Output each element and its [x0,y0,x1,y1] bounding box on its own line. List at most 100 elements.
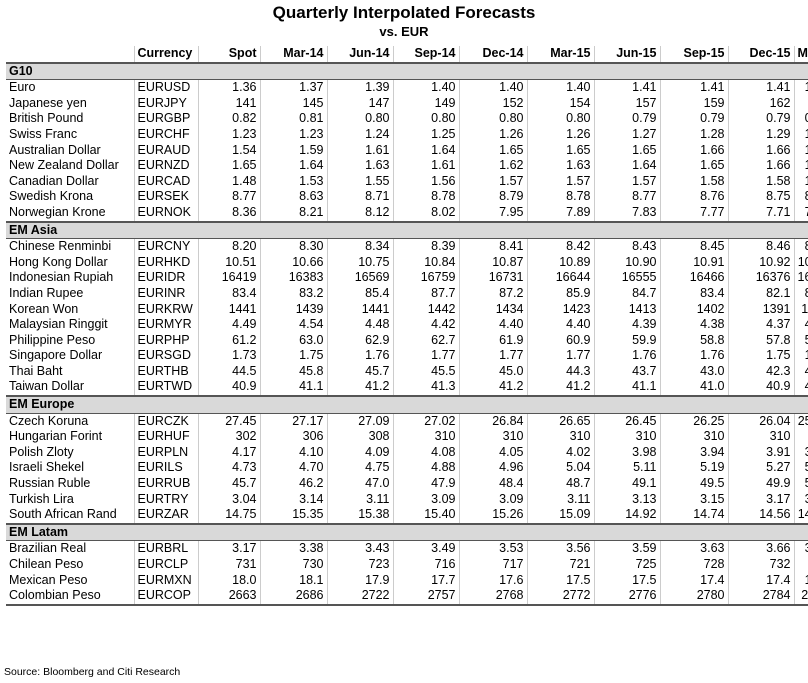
rate-cell: 721 [526,557,594,573]
data-row: Polish Zloty EURPLN 4.17 4.10 4.09 4.08 4.05 4.… [6,444,808,461]
rate-cell: 8.79 [458,189,527,205]
rate-cell: 723 [326,557,393,573]
rate-cell: 8.45 [659,238,728,255]
rate-cell: 1.77 [392,348,459,364]
currency-code: EURHUF [133,429,198,445]
rate-cell: 1.63 [526,158,594,174]
rate-cell: 47.9 [392,476,459,492]
rate-cell: 41.1 [593,379,660,397]
group-row: EM Europe [6,395,808,414]
rate-cell: 308 [326,429,393,445]
rate-cell: 16383 [259,270,327,286]
data-row: Euro EURUSD 1.36 1.37 1.39 1.40 1.40 1.40 1.41 1.… [6,79,808,96]
rate-cell: 2776 [593,588,660,606]
rate-cell: 26.25 [659,413,728,430]
rate-cell: 45.5 [392,363,459,380]
data-row: Russian Ruble EURRUB 45.7 46.2 47.0 47.9 48.4 4… [6,476,808,492]
data-row: New Zealand Dollar EURNZD 1.65 1.64 1.63 1.61… [6,158,808,174]
currency-name: Taiwan Dollar [9,379,85,394]
rate-cell: 310 [526,429,594,445]
currency-name: Brazilian Real [9,541,87,556]
rate-cell: 4.36 [793,317,808,333]
currency-code: EURTRY [133,491,198,508]
column-header: Sep-14 [392,46,459,64]
currency-code: EURTHB [133,363,198,380]
rate-cell: 1.65 [458,142,527,159]
rate-cell: 26.65 [526,413,594,430]
rate-cell: 4.48 [326,317,393,333]
rate-cell: 10.91 [659,254,728,271]
rate-cell: 83.4 [197,285,260,302]
rate-cell: 1.77 [526,348,594,364]
rate-cell: 2772 [526,588,594,606]
data-row: Korean Won EURKRW 1441 1439 1441 1442 1434 1423… [6,301,808,318]
rate-cell: 8.12 [326,204,393,222]
rate-cell: 4.88 [392,460,459,477]
rate-cell: 5.19 [659,460,728,477]
rate-cell: 730 [793,557,808,573]
rate-cell: 3.56 [526,540,594,557]
rate-cell: 41.2 [326,379,393,397]
rate-cell: 4.42 [392,317,459,333]
rate-cell: 725 [593,557,660,573]
rate-cell: 60.9 [526,332,594,349]
rate-cell: 25.89 [793,413,808,430]
rate-cell: 17.4 [727,572,794,589]
rate-cell: 4.49 [197,317,260,333]
rate-cell: 1.67 [793,158,808,174]
rate-cell: 14.48 [793,507,808,524]
rate-cell: 16419 [197,270,260,286]
currency-name: Czech Koruna [9,413,89,428]
rate-cell: 728 [659,557,728,573]
rate-cell: 15.26 [458,507,527,524]
rate-cell: 5.11 [593,460,660,477]
rate-cell: 1.40 [526,79,594,96]
rate-cell: 49.1 [593,476,660,492]
header-cell [6,46,134,64]
currency-code: EURILS [133,460,198,477]
column-header: Mar-16 [793,46,808,64]
rate-cell: 45.7 [326,363,393,380]
rate-cell: 8.78 [526,189,594,205]
data-row: Israeli Shekel EURILS 4.73 4.70 4.75 4.88 4.96… [6,460,808,477]
rate-cell: 42.1 [793,363,808,380]
rate-cell: 10.93 [793,254,808,271]
rate-cell: 7.83 [593,204,660,222]
rate-cell: 15.38 [326,507,393,524]
rate-cell: 1.26 [458,126,527,143]
rate-cell: 3.17 [727,491,794,508]
column-header: Mar-15 [526,46,594,64]
rate-cell: 1.29 [727,126,794,143]
currency-code: EURCHF [133,126,198,143]
column-header: Mar-14 [259,46,327,64]
rate-cell: 10.84 [392,254,459,271]
column-header: Sep-15 [659,46,728,64]
rate-cell: 8.71 [326,189,393,205]
data-row: Brazilian Real EURBRL 3.17 3.38 3.43 3.49 3.53… [6,540,808,557]
data-row: Chinese Renminbi EURCNY 8.20 8.30 8.34 8.39 8.… [6,238,808,255]
currency-name: Hungarian Forint [9,429,103,444]
currency-name: British Pound [9,111,84,126]
group-name: EM Europe [6,395,808,414]
rate-cell: 2757 [392,588,459,606]
currency-code: EURSGD [133,348,198,364]
data-row: Hungarian Forint EURHUF 302 306 308 310 310 310… [6,429,808,445]
rate-cell: 732 [727,557,794,573]
rate-cell: 4.70 [259,460,327,477]
rate-cell: 311 [793,429,808,445]
currency-name: Hong Kong Dollar [9,254,108,269]
rate-cell: 81.4 [793,285,808,302]
rate-cell: 3.11 [326,491,393,508]
rate-cell: 8.30 [259,238,327,255]
rate-cell: 1.41 [727,79,794,96]
currency-code: EURCOP [133,588,198,606]
rate-cell: 1.24 [326,126,393,143]
rate-cell: 3.09 [392,491,459,508]
rate-cell: 8.41 [458,238,527,255]
rate-cell: 16555 [593,270,660,286]
currency-name: South African Rand [9,507,117,522]
rate-cell: 44.3 [526,363,594,380]
rate-cell: 8.77 [593,189,660,205]
rate-cell: 8.36 [197,204,260,222]
rate-cell: 3.43 [326,540,393,557]
